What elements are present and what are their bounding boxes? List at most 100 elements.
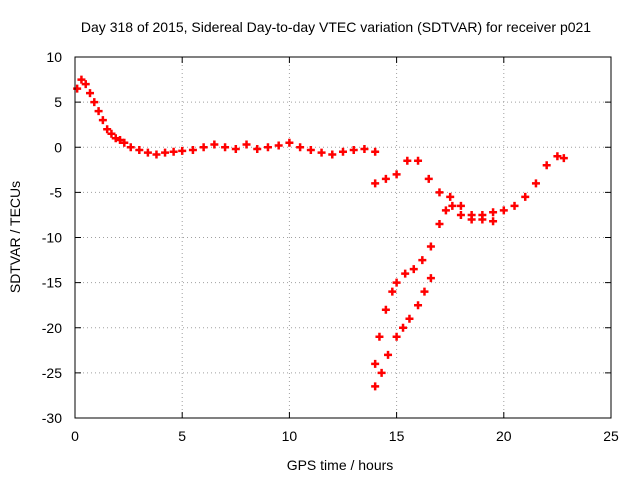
data-point xyxy=(510,201,519,210)
data-point xyxy=(559,154,568,163)
data-point xyxy=(418,256,427,265)
data-point xyxy=(296,143,305,152)
data-point xyxy=(360,145,369,154)
data-point xyxy=(371,359,380,368)
data-point xyxy=(103,125,112,134)
data-point xyxy=(384,350,393,359)
grid-lines xyxy=(75,57,611,418)
data-point xyxy=(381,305,390,314)
data-point xyxy=(420,287,429,296)
data-point xyxy=(542,161,551,170)
data-point xyxy=(435,219,444,228)
data-point xyxy=(399,323,408,332)
data-point xyxy=(456,201,465,210)
data-point xyxy=(188,145,197,154)
x-axis-label: GPS time / hours xyxy=(287,457,394,473)
data-point xyxy=(86,89,95,98)
x-tick-label: 15 xyxy=(389,428,405,444)
data-point xyxy=(111,134,120,143)
series-track-3 xyxy=(371,152,568,368)
data-point xyxy=(405,314,414,323)
data-point xyxy=(143,148,152,157)
data-point xyxy=(178,146,187,155)
data-point xyxy=(94,107,103,116)
y-tick-label: -20 xyxy=(42,320,62,336)
data-point xyxy=(467,215,476,224)
data-point xyxy=(349,145,358,154)
y-tick-label: -10 xyxy=(42,230,62,246)
data-point xyxy=(426,274,435,283)
data-point xyxy=(446,192,455,201)
series-track-1 xyxy=(73,75,380,159)
data-point xyxy=(285,138,294,147)
y-tick-label: -25 xyxy=(42,365,62,381)
data-point xyxy=(161,148,170,157)
data-point xyxy=(456,210,465,219)
data-point xyxy=(263,143,272,152)
data-point xyxy=(210,140,219,149)
data-point xyxy=(489,217,498,226)
data-point xyxy=(521,192,530,201)
data-point xyxy=(221,143,230,152)
data-point xyxy=(152,150,161,159)
data-point xyxy=(135,145,144,154)
data-point xyxy=(441,206,450,215)
data-point xyxy=(306,145,315,154)
chart-title: Day 318 of 2015, Sidereal Day-to-day VTE… xyxy=(81,19,591,35)
data-point xyxy=(375,332,384,341)
data-point xyxy=(392,332,401,341)
data-point xyxy=(199,143,208,152)
x-tick-label: 0 xyxy=(71,428,79,444)
data-point xyxy=(126,143,135,152)
y-axis-label: SDTVAR / TECUs xyxy=(7,181,23,293)
data-point xyxy=(401,269,410,278)
y-tick-label: -15 xyxy=(42,275,62,291)
data-point xyxy=(120,138,129,147)
data-point xyxy=(116,136,125,145)
series-track-2 xyxy=(371,156,498,226)
data-point xyxy=(253,145,262,154)
y-tick-label: -30 xyxy=(42,410,62,426)
data-point xyxy=(489,208,498,217)
data-point xyxy=(371,382,380,391)
data-point xyxy=(77,75,86,84)
data-point xyxy=(377,368,386,377)
data-point xyxy=(409,265,418,274)
data-point xyxy=(435,188,444,197)
data-point xyxy=(81,80,90,89)
data-point xyxy=(392,170,401,179)
data-point xyxy=(403,156,412,165)
x-tick-label: 10 xyxy=(282,428,298,444)
data-point xyxy=(73,84,82,93)
x-tick-label: 25 xyxy=(603,428,619,444)
data-point xyxy=(426,242,435,251)
series-track-4 xyxy=(371,274,435,391)
data-point xyxy=(448,201,457,210)
data-point xyxy=(371,179,380,188)
data-point xyxy=(328,150,337,159)
y-tick-label: 5 xyxy=(54,94,62,110)
data-point xyxy=(274,141,283,150)
x-tick-label: 20 xyxy=(496,428,512,444)
data-points xyxy=(73,75,568,391)
tick-labels: 0 5 10 15 20 25 -30 -25 -20 -15 -10 -5 0 5 10 xyxy=(42,49,619,444)
y-tick-label: -5 xyxy=(50,184,63,200)
data-point xyxy=(499,206,508,215)
data-point xyxy=(107,129,116,138)
y-tick-label: 10 xyxy=(46,49,62,65)
data-point xyxy=(414,156,423,165)
data-point xyxy=(371,147,380,156)
plot-frame xyxy=(74,56,612,419)
data-point xyxy=(98,116,107,125)
data-point xyxy=(231,145,240,154)
y-tick-label: 0 xyxy=(54,139,62,155)
data-point xyxy=(169,147,178,156)
data-point xyxy=(317,148,326,157)
data-point xyxy=(242,140,251,149)
x-tick-label: 5 xyxy=(178,428,186,444)
data-point xyxy=(392,278,401,287)
data-point xyxy=(424,174,433,183)
data-point xyxy=(388,287,397,296)
data-point xyxy=(381,174,390,183)
